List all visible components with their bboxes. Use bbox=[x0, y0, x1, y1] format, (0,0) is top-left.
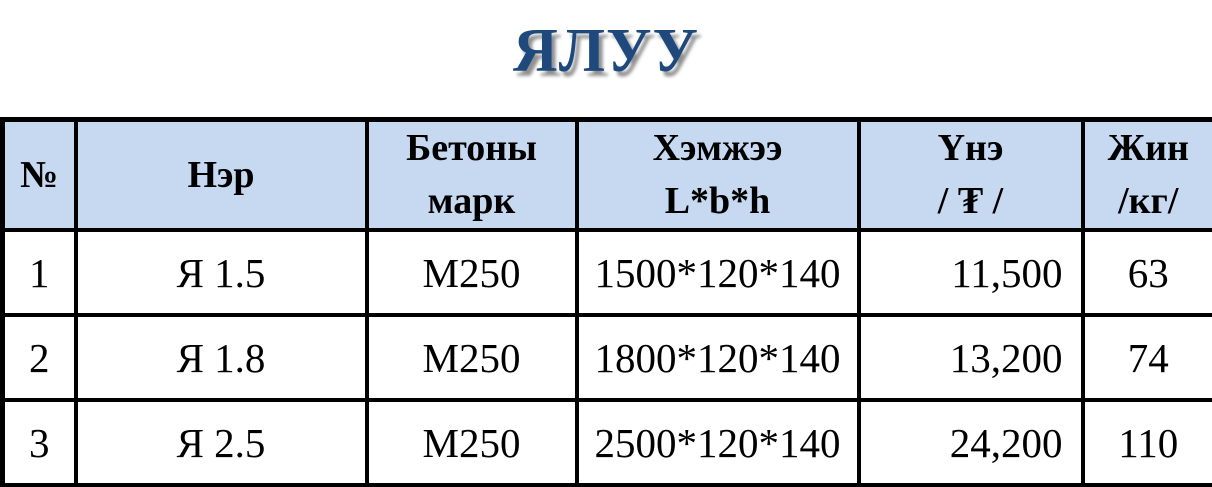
col-header-number: № bbox=[0, 117, 78, 233]
cell-concrete-mark: М250 bbox=[364, 228, 579, 318]
cell-dimensions: 1500*120*140 bbox=[574, 228, 861, 318]
table-row: 3 Я 2.5 М250 2500*120*140 24,200 110 bbox=[0, 398, 1212, 487]
col-header-price: Үнэ / ₮ / bbox=[856, 117, 1085, 233]
cell-number: 1 bbox=[0, 228, 78, 318]
cell-weight: 63 bbox=[1080, 228, 1212, 318]
cell-dimensions: 1800*120*140 bbox=[574, 313, 861, 403]
cell-price: 11,500 bbox=[856, 228, 1085, 318]
cell-name: Я 1.5 bbox=[73, 228, 369, 318]
cell-weight: 74 bbox=[1080, 313, 1212, 403]
cell-concrete-mark: М250 bbox=[364, 313, 579, 403]
price-table: № Нэр Бетоны марк Хэмжээ L*b*h Үнэ / ₮ /… bbox=[0, 117, 1212, 487]
col-header-concrete-mark: Бетоны марк bbox=[364, 117, 579, 233]
page-title: ЯЛУУ bbox=[513, 17, 699, 85]
cell-price: 13,200 bbox=[856, 313, 1085, 403]
cell-number: 3 bbox=[0, 398, 78, 487]
cell-dimensions: 2500*120*140 bbox=[574, 398, 861, 487]
col-header-name: Нэр bbox=[73, 117, 369, 233]
col-header-dimensions: Хэмжээ L*b*h bbox=[574, 117, 861, 233]
cell-weight: 110 bbox=[1080, 398, 1212, 487]
cell-price: 24,200 bbox=[856, 398, 1085, 487]
cell-name: Я 1.8 bbox=[73, 313, 369, 403]
col-header-weight: Жин /кг/ bbox=[1080, 117, 1212, 233]
cell-number: 2 bbox=[0, 313, 78, 403]
table-row: 2 Я 1.8 М250 1800*120*140 13,200 74 bbox=[0, 313, 1212, 403]
header-row: № Нэр Бетоны марк Хэмжээ L*b*h Үнэ / ₮ /… bbox=[0, 117, 1212, 233]
cell-name: Я 2.5 bbox=[73, 398, 369, 487]
table-row: 1 Я 1.5 М250 1500*120*140 11,500 63 bbox=[0, 228, 1212, 318]
cell-concrete-mark: М250 bbox=[364, 398, 579, 487]
